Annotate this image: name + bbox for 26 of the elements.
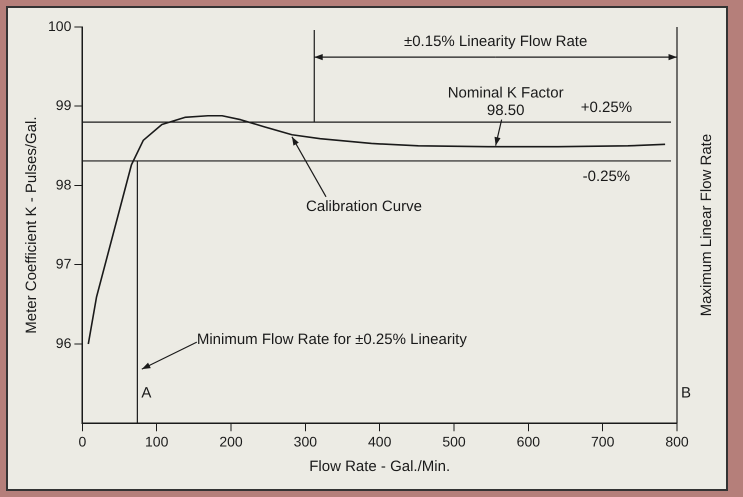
x-axis-title: Flow Rate - Gal./Min. [309,458,450,476]
annotation: Nominal K Factor [448,84,564,102]
x-tick-label: 800 [665,433,689,450]
ref-line-label: B [681,384,692,402]
annotation: ±0.15% Linearity Flow Rate [404,32,588,50]
y-tick-label: 96 [56,334,72,351]
x-tick-label: 100 [145,433,169,450]
annotation: Calibration Curve [306,198,422,215]
x-tick-label: 600 [516,433,540,450]
annotation: 98.50 [486,102,524,119]
ref-line-label: A [141,384,152,402]
y-tick-label: 99 [56,97,72,114]
y-tick-label: 97 [56,256,72,272]
annotation: -0.25% [582,168,630,186]
x-tick-label: 500 [442,433,466,450]
annotation: +0.25% [580,99,632,116]
x-tick-label: 0 [78,433,86,450]
y-tick-label: 100 [48,18,72,34]
x-tick-label: 700 [590,433,615,450]
x-tick-label: 200 [219,433,243,450]
y-axis-title: Meter Coefficient K - Pulses/Gal. [23,116,40,334]
text: Maximum Linear Flow Rate [698,134,716,316]
y-tick-label: 98 [56,176,72,192]
x-tick-label: 400 [368,433,392,450]
x-tick-label: 300 [294,433,318,450]
annotation: Minimum Flow Rate for ±0.25% Linearity [196,331,468,348]
